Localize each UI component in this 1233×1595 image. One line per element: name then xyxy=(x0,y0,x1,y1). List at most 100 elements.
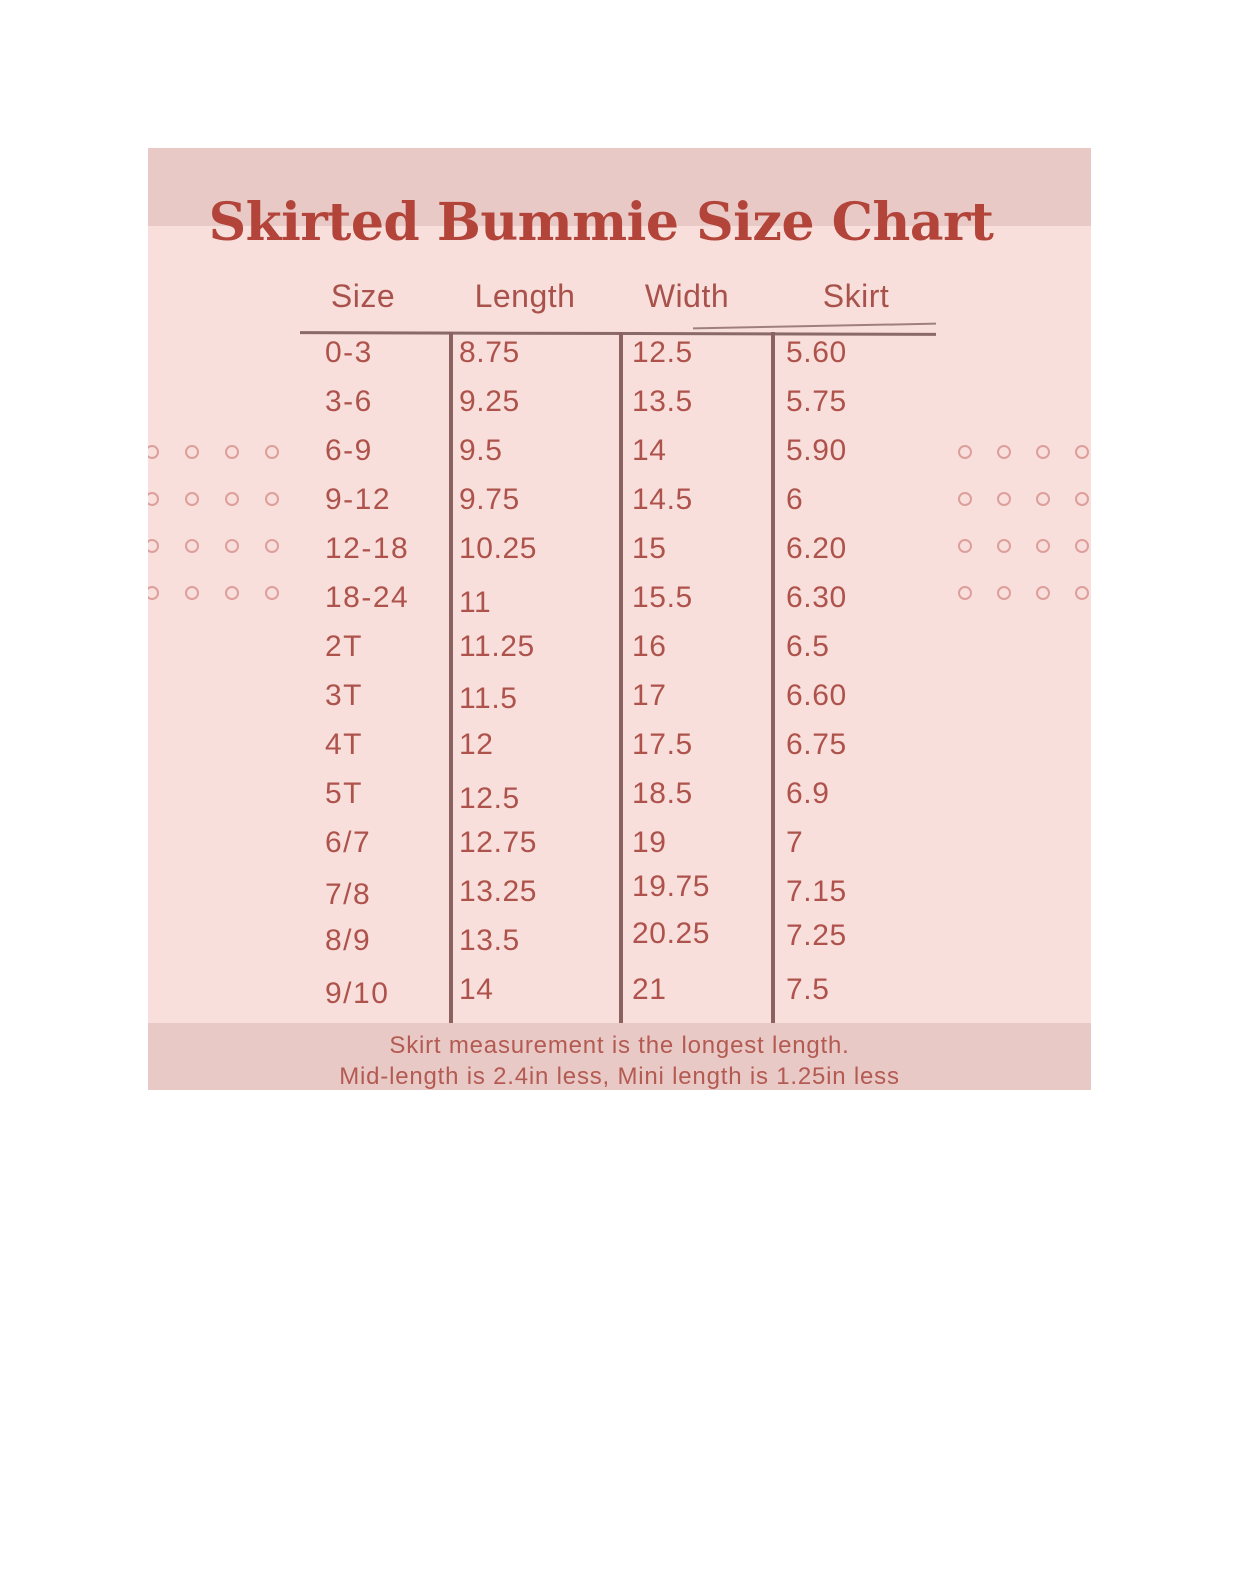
column-divider-3 xyxy=(771,332,775,1023)
cell-length: 14 xyxy=(459,973,494,1006)
cell-skirt: 5.75 xyxy=(786,385,847,418)
cell-length: 13.5 xyxy=(459,924,520,957)
cell-skirt: 7.25 xyxy=(786,919,847,952)
column-divider-2 xyxy=(619,332,623,1023)
bottom-band xyxy=(148,1023,1091,1090)
cell-skirt: 5.90 xyxy=(786,434,847,467)
table-body: 0-3 8.75 12.5 5.60 3-6 9.25 13.5 5.75 6-9 9.5 14 5.… xyxy=(148,148,1091,1090)
decor-ring-icon xyxy=(185,539,199,553)
decor-ring-icon xyxy=(148,539,159,553)
cell-size: 7/8 xyxy=(325,878,372,911)
cell-skirt: 6.30 xyxy=(786,581,847,614)
cell-size: 3-6 xyxy=(325,385,373,418)
cell-width: 20.25 xyxy=(632,917,711,950)
dot-grid-left xyxy=(148,445,279,600)
decor-ring-icon xyxy=(958,586,972,600)
decor-ring-icon xyxy=(1036,539,1050,553)
cell-size: 8/9 xyxy=(325,924,372,957)
column-divider-1 xyxy=(449,332,453,1023)
footer-note-line1: Skirt measurement is the longest length. xyxy=(389,1032,850,1059)
table-row: 8/9 13.5 20.25 7.25 xyxy=(148,919,1091,957)
cell-size: 12-18 xyxy=(325,532,410,565)
cell-width: 16 xyxy=(632,630,667,663)
cell-size: 9-12 xyxy=(325,483,392,516)
column-header-size: Size xyxy=(330,278,396,314)
decor-ring-icon xyxy=(185,586,199,600)
decor-ring-icon xyxy=(958,539,972,553)
cell-width: 12.5 xyxy=(632,336,693,369)
cell-length: 12.5 xyxy=(459,782,520,815)
table-row: 18-24 11 15.5 6.30 xyxy=(148,581,1091,618)
page-title: Skirted Bummie Size Chart xyxy=(208,192,994,253)
decor-ring-icon xyxy=(997,445,1011,459)
size-chart-card: Skirted Bummie Size Chart Size Length Wi… xyxy=(148,148,1091,1090)
decor-ring-icon xyxy=(265,492,279,506)
cell-skirt: 6.5 xyxy=(786,630,830,663)
cell-skirt: 6.75 xyxy=(786,728,847,761)
cell-size: 6-9 xyxy=(325,434,373,467)
table-row: 12-18 10.25 15 6.20 xyxy=(148,534,1091,564)
cell-width: 21 xyxy=(632,973,667,1006)
table-row: 6/7 12.75 19 7 xyxy=(148,828,1091,858)
cell-width: 17.5 xyxy=(632,728,693,761)
table-row: 4T 12 17.5 6.75 xyxy=(148,730,1091,760)
cell-length: 11.5 xyxy=(459,682,518,715)
cell-width: 19 xyxy=(632,826,667,859)
dot-grid-right xyxy=(958,445,1089,600)
cell-skirt: 6.20 xyxy=(786,532,847,565)
decor-ring-icon xyxy=(148,492,159,506)
decor-ring-icon xyxy=(148,586,159,600)
table-row: 3-6 9.25 13.5 5.75 xyxy=(148,387,1091,417)
column-header-width: Width xyxy=(644,278,730,314)
top-band xyxy=(148,148,1091,226)
decor-ring-icon xyxy=(225,539,239,553)
footer-note-line2: Mid-length is 2.4in less, Mini length is… xyxy=(339,1063,900,1090)
cell-size: 3T xyxy=(325,679,364,712)
cell-length: 8.75 xyxy=(459,336,520,369)
cell-width: 15.5 xyxy=(632,581,693,614)
table-row: 2T 11.25 16 6.5 xyxy=(148,632,1091,662)
cell-length: 11.25 xyxy=(459,630,535,663)
decor-ring-icon xyxy=(185,445,199,459)
cell-skirt: 6.60 xyxy=(786,679,847,712)
decor-ring-icon xyxy=(148,445,159,459)
cell-length: 11 xyxy=(459,586,492,619)
decor-ring-icon xyxy=(1075,445,1089,459)
cell-skirt: 7.5 xyxy=(786,973,830,1006)
decor-ring-icon xyxy=(1036,445,1050,459)
table-row: 6-9 9.5 14 5.90 xyxy=(148,436,1091,466)
cell-length: 9.5 xyxy=(459,434,503,467)
cell-length: 9.25 xyxy=(459,385,520,418)
cell-size: 6/7 xyxy=(325,826,372,859)
cell-size: 5T xyxy=(325,777,364,810)
cell-skirt: 6.9 xyxy=(786,777,830,810)
decor-ring-icon xyxy=(997,539,1011,553)
decor-ring-icon xyxy=(1036,492,1050,506)
decor-ring-icon xyxy=(185,492,199,506)
cell-width: 17 xyxy=(632,679,667,712)
cell-size: 0-3 xyxy=(325,336,373,369)
table-row: 5T 12.5 18.5 6.9 xyxy=(148,777,1091,814)
decor-ring-icon xyxy=(265,539,279,553)
decor-ring-icon xyxy=(265,445,279,459)
table-row: 3T 11.5 17 6.60 xyxy=(148,679,1091,715)
cell-width: 15 xyxy=(632,532,667,565)
cell-size: 4T xyxy=(325,728,364,761)
decor-ring-icon xyxy=(265,586,279,600)
decor-ring-icon xyxy=(958,492,972,506)
table-row: 9-12 9.75 14.5 6 xyxy=(148,485,1091,515)
decor-ring-icon xyxy=(1075,492,1089,506)
cell-size: 2T xyxy=(325,630,364,663)
decor-ring-icon xyxy=(1075,539,1089,553)
cell-skirt: 5.60 xyxy=(786,336,847,369)
cell-width: 13.5 xyxy=(632,385,693,418)
decor-ring-icon xyxy=(225,586,239,600)
decor-ring-icon xyxy=(225,492,239,506)
cell-skirt: 6 xyxy=(786,483,804,516)
cell-length: 10.25 xyxy=(459,532,538,565)
table-row: 9/10 14 21 7.5 xyxy=(148,973,1091,1009)
cell-width: 14.5 xyxy=(632,483,693,516)
decor-ring-icon xyxy=(997,586,1011,600)
decor-ring-icon xyxy=(225,445,239,459)
decor-ring-icon xyxy=(1075,586,1089,600)
